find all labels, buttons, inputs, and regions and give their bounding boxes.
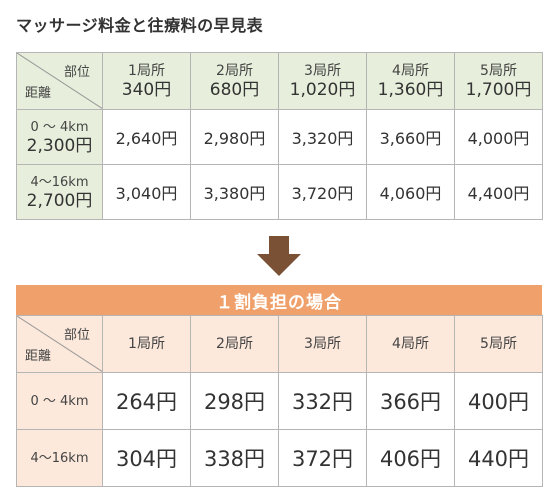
column-header: 1局所 340円	[102, 52, 191, 110]
table-cell: 3,040円	[102, 164, 191, 220]
column-price: 680円	[209, 80, 260, 100]
column-header: 2局所	[190, 315, 279, 373]
table-header-row: 部位 距離 1局所 340円 2局所 680円 3局所 1,020円 4局所 1,360…	[16, 52, 543, 110]
page-title: マッサージ料金と往療料の早見表	[16, 16, 264, 35]
row-header: 0 ～ 4km 2,300円	[16, 109, 103, 165]
table-cell: 338円	[190, 429, 279, 487]
column-header: 3局所	[278, 315, 367, 373]
table-cell: 366円	[366, 372, 455, 430]
table-cell: 406円	[366, 429, 455, 487]
column-label: 1局所	[128, 63, 165, 79]
column-label: 4局所	[392, 63, 429, 79]
row-header: 4～16km	[16, 429, 103, 487]
table-cell: 372円	[278, 429, 367, 487]
corner-label-part: 部位	[63, 328, 90, 343]
table-cell: 4,060円	[366, 164, 455, 220]
column-header: 5局所 1,700円	[454, 52, 543, 110]
column-header: 4局所	[366, 315, 455, 373]
table-cell: 3,720円	[278, 164, 367, 220]
corner-label-distance: 距離	[25, 349, 52, 364]
copay-table: 部位 距離 1局所 2局所 3局所 4局所 5局所 0 ～ 4km 264円 2…	[16, 315, 543, 487]
table-cell: 298円	[190, 372, 279, 430]
diagonal-line	[17, 316, 102, 372]
column-header: 5局所	[454, 315, 543, 373]
table-cell: 264円	[102, 372, 191, 430]
table-cell: 440円	[454, 429, 543, 487]
table-cell: 3,660円	[366, 109, 455, 165]
table-cell: 2,640円	[102, 109, 191, 165]
table-header-row: 部位 距離 1局所 2局所 3局所 4局所 5局所	[16, 315, 543, 373]
full-price-table: 部位 距離 1局所 340円 2局所 680円 3局所 1,020円 4局所 1,360…	[16, 52, 543, 220]
diagonal-line	[17, 53, 102, 109]
column-header: 4局所 1,360円	[366, 52, 455, 110]
row-price: 2,300円	[26, 135, 93, 156]
table-row: 4～16km 304円 338円 372円 406円 440円	[16, 429, 543, 487]
table-cell: 304円	[102, 429, 191, 487]
column-label: 5局所	[480, 63, 517, 79]
column-price: 1,700円	[465, 80, 532, 100]
table-cell: 3,320円	[278, 109, 367, 165]
table-row: 0 ～ 4km 264円 298円 332円 366円 400円	[16, 372, 543, 430]
table-cell: 4,400円	[454, 164, 543, 220]
table-cell: 4,000円	[454, 109, 543, 165]
table-row: 4～16km 2,700円 3,040円 3,380円 3,720円 4,060円…	[16, 164, 543, 220]
column-label: 2局所	[216, 63, 253, 79]
column-price: 1,020円	[289, 80, 356, 100]
column-header: 3局所 1,020円	[278, 52, 367, 110]
down-arrow-icon	[257, 236, 301, 276]
table-cell: 400円	[454, 372, 543, 430]
table-cell: 3,380円	[190, 164, 279, 220]
row-header: 4～16km 2,700円	[16, 164, 103, 220]
corner-label-part: 部位	[63, 65, 90, 80]
table-cell: 332円	[278, 372, 367, 430]
row-header: 0 ～ 4km	[16, 372, 103, 430]
table-row: 0 ～ 4km 2,300円 2,640円 2,980円 3,320円 3,660…	[16, 109, 543, 165]
column-header: 1局所	[102, 315, 191, 373]
corner-cell: 部位 距離	[16, 52, 103, 110]
column-price: 1,360円	[377, 80, 444, 100]
column-header: 2局所 680円	[190, 52, 279, 110]
column-price: 340円	[121, 80, 172, 100]
table-cell: 2,980円	[190, 109, 279, 165]
copay-banner: １割負担の場合	[16, 285, 542, 315]
row-distance: 0 ～ 4km	[30, 119, 89, 135]
corner-label-distance: 距離	[25, 86, 52, 101]
corner-cell: 部位 距離	[16, 315, 103, 373]
column-label: 3局所	[304, 63, 341, 79]
row-price: 2,700円	[26, 190, 93, 211]
row-distance: 4～16km	[30, 174, 89, 190]
